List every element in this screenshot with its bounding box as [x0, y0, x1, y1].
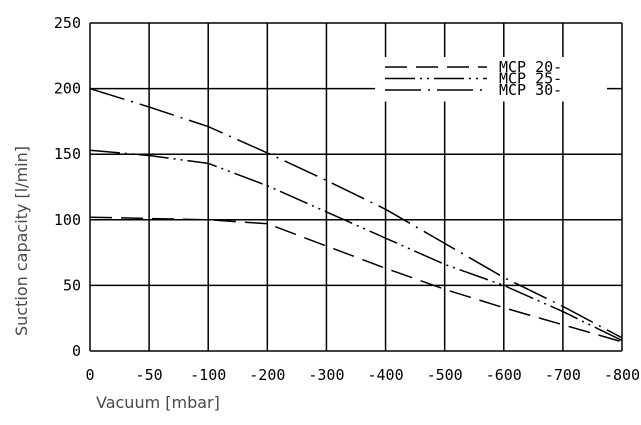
y-tick-label: 150 — [54, 145, 81, 163]
x-tick-label: -50 — [136, 366, 163, 384]
x-tick-label: -800 — [604, 366, 640, 384]
y-axis-ticks: 0 50 100 150 200 250 — [54, 14, 81, 360]
x-tick-label: -200 — [249, 366, 285, 384]
x-tick-label: -100 — [190, 366, 226, 384]
x-tick-label: -600 — [486, 366, 522, 384]
legend-label: MCP 20- — [499, 58, 562, 76]
series-line-2 — [89, 149, 623, 342]
legend-label: MCP 25- — [499, 70, 562, 88]
x-tick-label: -700 — [545, 366, 581, 384]
x-tick-label: -300 — [308, 366, 344, 384]
series-line-1 — [89, 216, 623, 343]
x-axis-title: Vacuum [mbar] — [96, 393, 220, 412]
series-layer — [89, 87, 623, 343]
legend: MCP 20-MCP 25-MCP 30- — [375, 57, 607, 102]
x-axis-ticks: 0 -50 -100 -200 -300 -400 -500 -600 -700 -800 — [85, 366, 640, 384]
y-axis-title: Suction capacity [l/min] — [12, 146, 31, 336]
x-tick-label: -500 — [427, 366, 463, 384]
y-tick-label: 50 — [63, 276, 81, 294]
y-tick-label: 100 — [54, 211, 81, 229]
x-tick-label: -400 — [367, 366, 403, 384]
y-tick-label: 250 — [54, 14, 81, 32]
y-tick-label: 200 — [54, 80, 81, 98]
x-tick-label: 0 — [85, 366, 94, 384]
y-tick-label: 0 — [72, 342, 81, 360]
legend-label: MCP 30- — [499, 81, 562, 99]
series-line-3 — [89, 87, 623, 339]
